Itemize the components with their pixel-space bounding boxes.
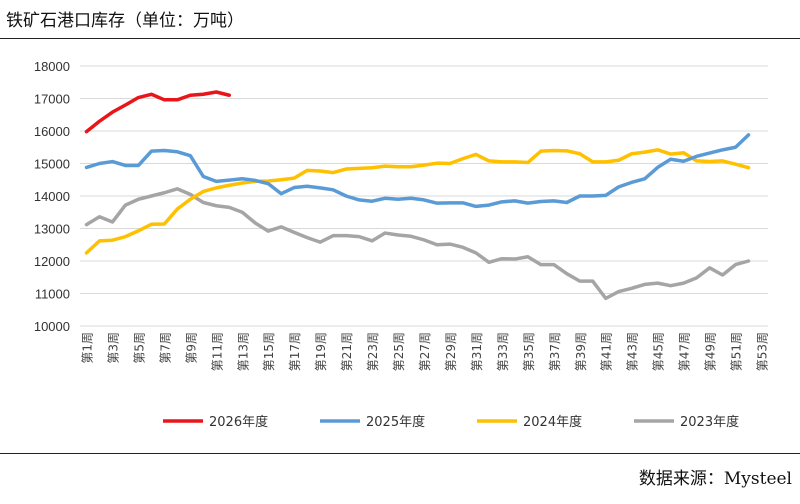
x-tick-label: 第33周 (496, 332, 510, 371)
x-tick-label: 第43周 (626, 332, 640, 371)
series-line-2024年度 (84, 148, 751, 255)
y-tick-label: 11000 (35, 287, 70, 302)
bottom-rule (0, 453, 800, 454)
x-tick-label: 第19周 (314, 332, 328, 371)
legend-label: 2025年度 (366, 414, 425, 430)
x-tick-label: 第15周 (262, 332, 276, 371)
x-tick-label: 第1周 (80, 332, 94, 364)
x-tick-label: 第25周 (392, 332, 406, 371)
x-tick-label: 第45周 (652, 332, 666, 371)
series-line-2025年度 (84, 133, 751, 209)
legend-label: 2024年度 (523, 414, 582, 430)
legend-label: 2023年度 (680, 414, 739, 430)
chart-title: 铁矿石港口库存（单位：万吨） (6, 11, 244, 31)
x-tick-label: 第7周 (158, 332, 172, 364)
x-tick-label: 第5周 (132, 332, 146, 364)
x-tick-label: 第27周 (418, 332, 432, 371)
y-tick-label: 17000 (34, 92, 70, 107)
x-tick-label: 第29周 (444, 332, 458, 371)
x-tick-label: 第31周 (470, 332, 484, 371)
y-tick-label: 13000 (34, 222, 70, 237)
x-tick-label: 第21周 (340, 332, 354, 371)
y-tick-label: 12000 (34, 254, 70, 269)
x-tick-label: 第47周 (678, 332, 692, 371)
top-rule (0, 38, 800, 39)
x-tick-label: 第3周 (106, 332, 120, 364)
x-tick-label: 第37周 (548, 332, 562, 371)
y-tick-label: 14000 (34, 189, 70, 204)
y-tick-label: 18000 (34, 59, 70, 74)
x-tick-label: 第53周 (756, 332, 770, 371)
series-line-2023年度 (84, 187, 751, 301)
legend-label: 2026年度 (209, 414, 268, 430)
x-tick-label: 第35周 (522, 332, 536, 371)
source-note: 数据来源：Mysteel (638, 469, 792, 489)
x-tick-label: 第9周 (184, 332, 198, 364)
y-tick-label: 15000 (34, 157, 70, 172)
x-tick-label: 第41周 (600, 332, 614, 371)
x-tick-label: 第13周 (236, 332, 250, 371)
x-tick-label: 第49周 (704, 332, 718, 371)
x-tick-label: 第23周 (366, 332, 380, 371)
x-tick-label: 第11周 (210, 332, 224, 371)
x-tick-label: 第51周 (730, 332, 744, 371)
x-tick-label: 第39周 (574, 332, 588, 371)
series-line-2026年度 (84, 90, 232, 134)
y-tick-label: 10000 (34, 319, 70, 334)
x-tick-label: 第17周 (288, 332, 302, 371)
y-tick-label: 16000 (34, 124, 70, 139)
